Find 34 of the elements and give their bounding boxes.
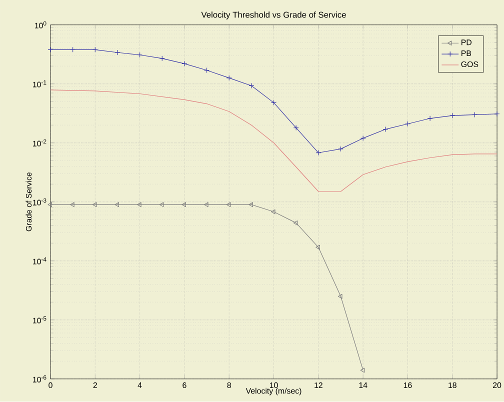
point [382,126,388,132]
point [293,125,299,131]
point [270,209,276,214]
point [226,202,231,208]
point [248,202,253,208]
point [137,52,143,58]
point [70,202,74,208]
point [338,294,342,299]
point [137,202,142,208]
point [92,46,98,53]
point [226,75,232,81]
point [338,146,344,152]
line-series [50,90,498,192]
point [204,202,208,208]
point [404,121,411,127]
point [70,46,76,53]
point [270,100,277,106]
point [450,112,456,118]
point [114,50,120,56]
point [159,56,165,62]
point [472,112,478,118]
point [248,83,254,89]
point [316,244,320,250]
point [92,202,97,208]
point [182,202,186,208]
point [204,68,210,74]
point [316,150,322,156]
point [159,202,164,208]
point [293,220,298,226]
point [360,136,366,142]
point [427,116,433,122]
point [114,202,120,208]
point [182,61,188,67]
chart-title: Velocity Threshold vs Grade of Service [201,12,346,20]
